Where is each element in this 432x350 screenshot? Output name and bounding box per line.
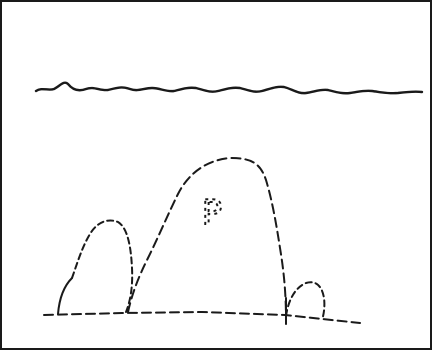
left-mound-outline: [71, 219, 134, 313]
left-mound-solid-edge: [57, 277, 73, 315]
small-right-mound-outline: [285, 281, 326, 321]
wavy-line: [34, 81, 424, 95]
sketch-svg: [34, 81, 424, 325]
large-dome-outline: [127, 157, 287, 321]
ground-line-dashed: [43, 311, 361, 324]
dotted-letter-svg: P: [201, 192, 223, 234]
dome-letter-label: P: [202, 193, 222, 233]
